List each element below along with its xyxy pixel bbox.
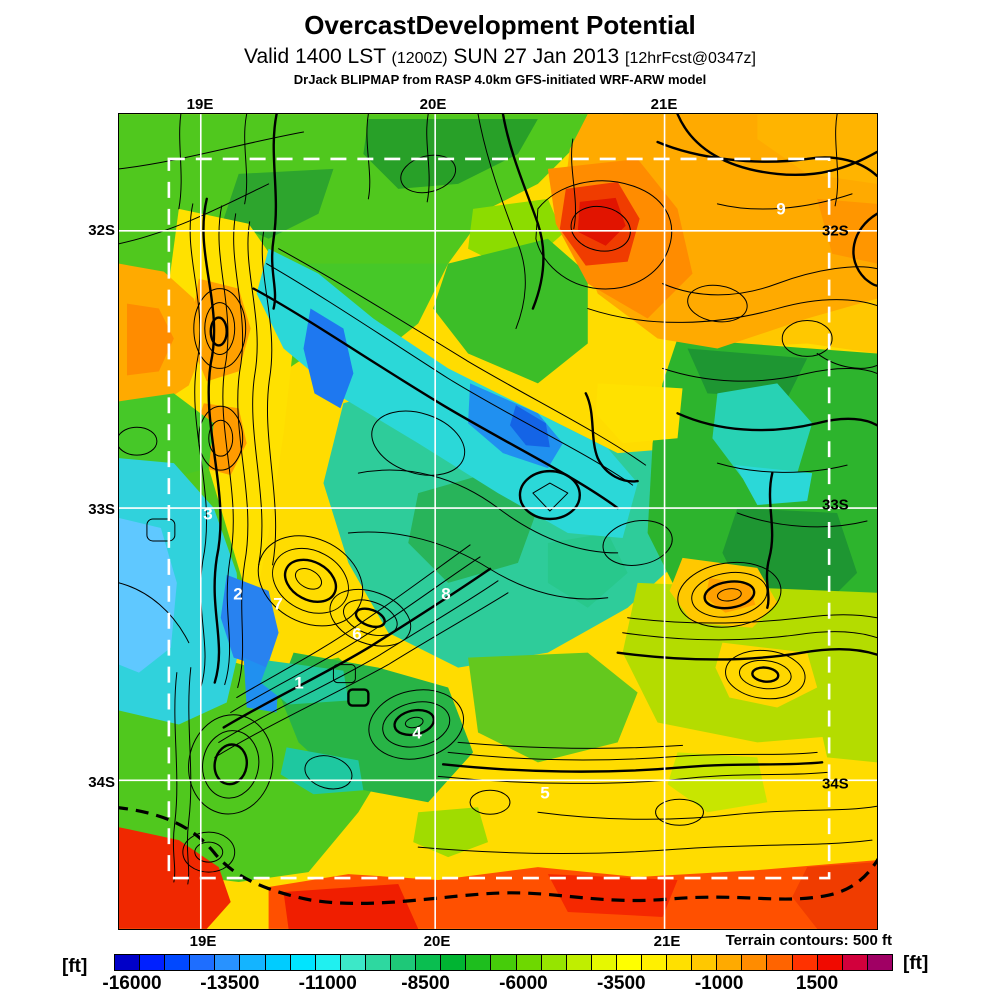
colorbar-cell [139,954,166,971]
colorbar-cell [465,954,492,971]
colorbar-cell [289,954,316,971]
colorbar-tick: -16000 [102,973,162,994]
colorbar-cell [490,954,517,971]
colorbar-cell [816,954,843,971]
page-title: OvercastDevelopment Potential [304,10,696,40]
page-header: OvercastDevelopment Potential Valid 1400… [0,10,1000,87]
top-lon-label-21e: 21E [650,96,678,113]
colorbar-tick: -3500 [596,973,646,994]
valid-time-line: Valid 1400 LST (1200Z) SUN 27 Jan 2013 [… [0,45,1000,69]
left-lat-label-34s: 34S [88,774,115,791]
colorbar-cell [189,954,216,971]
left-lat-label-33s: 33S [88,501,115,518]
colorbar-cell [239,954,266,971]
colorbar-cell [691,954,718,971]
colorbar-cell [164,954,191,971]
colorbar-cell [590,954,617,971]
bottom-lon-label-21e: 21E [653,933,681,950]
colorbar-cell [390,954,417,971]
bottom-lon-label-19e: 19E [189,933,217,950]
map-art [119,114,877,929]
colorbar-ticks: -16000 -13500 -11000 -8500 -6000 -3500 -1000 15… [102,973,893,995]
colorbar-tick: 1500 [795,973,839,994]
colorbar-cell [314,954,341,971]
colorbar-cell [741,954,768,971]
colorbar-unit-left: [ft] [62,956,88,977]
colorbar-cell [640,954,668,971]
coastline [119,806,877,905]
colorbar-cell [114,954,141,971]
left-lat-label-32s: 32S [88,222,115,239]
colorbar-tick: -8500 [401,973,450,994]
colorbar-cell [841,954,868,971]
colorbar-tick: -6000 [499,973,548,994]
grid-lines [119,114,877,929]
bottom-lon-label-20e: 20E [423,933,451,950]
colorbar-cell [540,954,567,971]
colorbar-cell [791,954,818,971]
colorbar-cell [440,954,467,971]
colorbar-cell [264,954,291,971]
domain-boundary-box [167,157,831,880]
terrain-contour-layer [119,114,877,885]
colorbar [114,954,893,971]
colorbar-tick: -1000 [694,973,744,994]
terrain-contours-note: Terrain contours: 500 ft [725,932,892,949]
forecast-cycle: [12hrFcst@0347z] [625,50,756,67]
colorbar-cell [515,954,542,971]
top-lon-label-19e: 19E [186,96,214,113]
colorbar-cell [415,954,442,971]
valid-date: SUN 27 Jan 2013 [453,45,620,68]
colorbar-cell [666,954,693,971]
color-fill-layer [119,114,877,929]
model-attribution: DrJack BLIPMAP from RASP 4.0km GFS-initi… [293,72,707,87]
colorbar-cell [866,954,893,971]
colorbar-cell [565,954,592,971]
colorbar-cell [364,954,392,971]
valid-time: Valid 1400 LST [244,45,386,68]
colorbar-cell [615,954,642,971]
colorbar-cell [214,954,241,971]
colorbar-unit-right: [ft] [903,953,929,974]
top-lon-label-20e: 20E [419,96,447,113]
valid-zulu: (1200Z) [391,50,448,67]
colorbar-tick: -13500 [200,973,260,994]
colorbar-tick: -11000 [298,973,357,994]
colorbar-cell [716,954,743,971]
colorbar-cell [339,954,366,971]
colorbar-cell [766,954,793,971]
